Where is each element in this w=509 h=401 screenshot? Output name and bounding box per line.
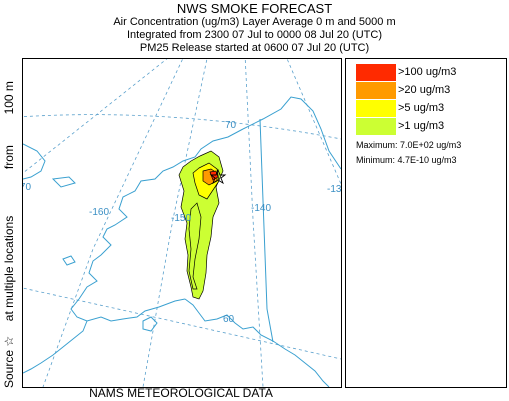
legend-minimum: Minimum: 4.7E-10 ug/m3 bbox=[356, 155, 457, 165]
source-star bbox=[209, 168, 227, 185]
release-line: PM25 Release started at 0600 07 Jul 20 (… bbox=[139, 42, 370, 54]
concentration-line: Air Concentration (ug/m3) Layer Average … bbox=[113, 16, 396, 28]
lon-label-140: -140 bbox=[251, 203, 271, 214]
legend-item: >1 ug/m3 bbox=[356, 118, 496, 135]
source-label-part4: 100 m bbox=[2, 81, 16, 115]
nunivak-island bbox=[62, 255, 76, 266]
south-coast bbox=[184, 298, 330, 387]
legend-item: >5 ug/m3 bbox=[356, 100, 496, 117]
st-lawrence-island bbox=[51, 176, 76, 188]
source-label-part1: Source ☆ bbox=[2, 335, 16, 388]
legend-swatch bbox=[356, 64, 396, 81]
lon-label-170: -170 bbox=[23, 182, 31, 193]
map-title: NWS SMOKE FORECAST bbox=[176, 1, 333, 16]
arctic-coast bbox=[242, 96, 341, 170]
plume-inner-contour bbox=[188, 202, 202, 290]
longitude-line-170 bbox=[23, 59, 168, 174]
graticule-labels: -170 -160 -150 -140 -130 70 60 bbox=[23, 120, 341, 325]
legend-swatch bbox=[356, 100, 396, 117]
legend-item: >20 ug/m3 bbox=[356, 82, 496, 99]
lat-label-70: 70 bbox=[225, 120, 237, 131]
coastline bbox=[23, 96, 341, 387]
legend-label: >100 ug/m3 bbox=[398, 66, 457, 78]
longitude-line-160 bbox=[42, 59, 184, 387]
data-source-footer: NAMS METEOROLOGICAL DATA bbox=[89, 386, 273, 400]
latitude-line-60 bbox=[23, 287, 341, 360]
source-label: Source ☆ at multiple locations from 100 … bbox=[2, 58, 16, 388]
peninsula-coast bbox=[23, 320, 88, 374]
canada-border bbox=[259, 118, 274, 343]
lon-label-130: -130 bbox=[327, 184, 341, 195]
west-coast bbox=[70, 128, 244, 322]
latitude-line-70 bbox=[23, 114, 341, 140]
kodiak-island bbox=[142, 316, 158, 332]
legend-label: >5 ug/m3 bbox=[398, 102, 445, 114]
integration-line: Integrated from 2300 07 Jul to 0000 08 J… bbox=[127, 29, 382, 41]
map-panel: -170 -160 -150 -140 -130 70 60 bbox=[22, 58, 342, 388]
longitude-line-130 bbox=[286, 59, 341, 185]
graticule bbox=[23, 59, 341, 387]
legend-label: >1 ug/m3 bbox=[398, 120, 445, 132]
plume-100-ugm3 bbox=[209, 170, 219, 181]
longitude-line-150 bbox=[142, 59, 208, 387]
longitude-line-140 bbox=[244, 59, 264, 387]
source-label-part3: from bbox=[2, 145, 16, 170]
lon-label-160: -160 bbox=[89, 207, 109, 218]
chukotka-coast bbox=[23, 143, 46, 180]
source-label-part2: at multiple locations bbox=[2, 215, 16, 322]
legend-swatch bbox=[356, 118, 396, 135]
legend-panel: >100 ug/m3 >20 ug/m3 >5 ug/m3 >1 ug/m3 M… bbox=[345, 58, 507, 388]
smoke-plume bbox=[178, 150, 227, 300]
legend-label: >20 ug/m3 bbox=[398, 84, 451, 96]
legend-item: >100 ug/m3 bbox=[356, 64, 496, 81]
legend-maximum: Maximum: 7.0E+02 ug/m3 bbox=[356, 140, 462, 150]
legend-swatch bbox=[356, 82, 396, 99]
lat-label-60: 60 bbox=[223, 314, 235, 325]
alaska-map: -170 -160 -150 -140 -130 70 60 bbox=[23, 59, 341, 387]
lon-label-150: -150 bbox=[171, 213, 191, 224]
